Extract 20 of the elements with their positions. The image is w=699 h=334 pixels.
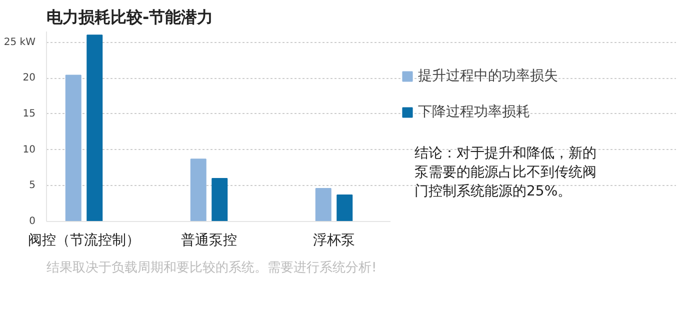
bar (190, 158, 206, 222)
y-tick-label: 10 (22, 144, 36, 156)
chart-title: 电力损耗比较-节能潜力 (46, 8, 214, 26)
bar (315, 188, 332, 222)
y-tick-label: 15 (22, 108, 36, 120)
y-tick-label: 0 (29, 216, 36, 227)
text: 结果取决于负载周期和要比较的系统。需要进行系统分析! (46, 260, 377, 276)
x-tick-label: 阀控（节流控制） (28, 232, 140, 248)
bar (86, 34, 103, 222)
y-tick-label: 25 kW (4, 36, 36, 48)
text: 结论：对于提升和降低，新的泵需要的能源占比不到传统阀门控制系统能源的25%。 (414, 146, 596, 200)
x-tick-label: 普通泵控 (181, 232, 237, 248)
y-tick-label: 20 (22, 72, 36, 84)
y-tick-label: 5 (29, 180, 36, 192)
legend-label: 下降过程功率损耗 (418, 103, 530, 121)
bar (65, 74, 82, 222)
legend-label: 提升过程中的功率损失 (418, 67, 558, 85)
bar (212, 178, 228, 222)
x-tick-label: 浮杯泵 (313, 232, 355, 248)
bar (336, 194, 353, 222)
